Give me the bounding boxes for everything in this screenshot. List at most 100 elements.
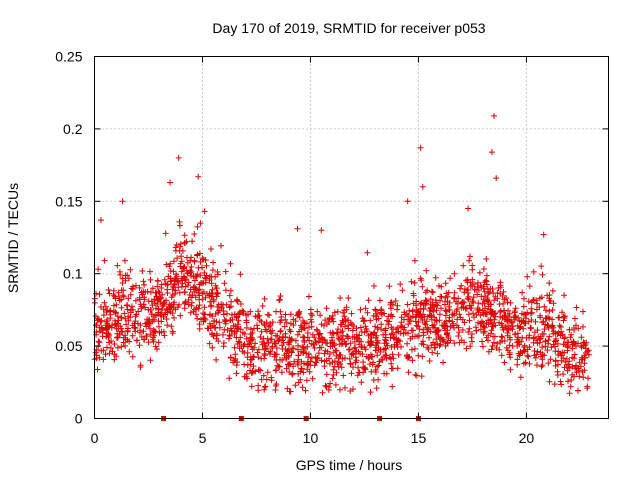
data-point — [488, 301, 495, 308]
data-point — [167, 179, 174, 186]
data-point — [255, 346, 262, 353]
data-point — [115, 289, 122, 296]
data-point — [113, 334, 120, 341]
data-point — [506, 310, 513, 317]
data-point — [433, 318, 440, 324]
data-point — [585, 351, 592, 358]
data-point — [431, 344, 438, 351]
data-point — [514, 336, 521, 343]
data-point — [304, 358, 311, 365]
data-point — [411, 257, 418, 264]
data-point — [277, 327, 284, 334]
data-point — [524, 352, 531, 359]
data-point — [569, 345, 576, 352]
data-point — [318, 357, 325, 364]
data-point — [127, 291, 134, 298]
data-point — [268, 377, 275, 384]
data-point — [209, 322, 216, 329]
data-point — [181, 289, 188, 296]
data-point — [199, 255, 206, 262]
data-point — [208, 280, 215, 287]
data-point — [143, 333, 150, 340]
data-point — [508, 319, 515, 326]
data-point — [561, 349, 568, 356]
data-point — [104, 344, 110, 351]
data-point — [136, 342, 143, 349]
data-point — [534, 327, 541, 334]
data-point — [567, 334, 574, 341]
data-point — [388, 330, 395, 337]
data-point — [194, 315, 201, 322]
data-point — [158, 318, 165, 325]
data-point — [388, 365, 395, 372]
data-point — [500, 307, 507, 314]
data-point — [419, 353, 426, 360]
data-point — [166, 306, 173, 313]
y-axis-label: SRMTID / TECUs — [5, 183, 21, 293]
data-point — [446, 303, 452, 310]
data-point — [139, 268, 146, 274]
data-point — [444, 298, 451, 305]
data-point — [372, 307, 379, 314]
data-point — [463, 345, 470, 352]
data-point — [195, 287, 202, 294]
data-point — [545, 337, 552, 343]
data-point — [350, 351, 357, 358]
data-point — [346, 346, 353, 353]
data-point — [96, 324, 103, 331]
data-point — [391, 343, 398, 350]
data-point — [538, 263, 545, 270]
axis-ticks — [94, 56, 609, 419]
data-point — [200, 256, 207, 263]
data-point — [358, 379, 365, 386]
data-point — [488, 149, 495, 156]
data-point — [248, 383, 255, 390]
data-point — [434, 329, 441, 335]
data-point — [210, 296, 217, 303]
data-point — [442, 312, 449, 319]
data-point — [538, 363, 545, 370]
data-point — [546, 280, 553, 287]
data-point — [215, 338, 222, 345]
data-point — [188, 299, 195, 306]
data-point — [316, 335, 323, 342]
data-point — [404, 301, 411, 308]
data-point — [313, 326, 320, 333]
data-point — [555, 361, 561, 368]
data-point — [209, 344, 216, 351]
data-point — [409, 346, 415, 353]
data-point — [534, 348, 541, 355]
data-point — [584, 348, 591, 355]
data-point — [383, 355, 390, 362]
data-point — [419, 183, 426, 190]
data-point — [476, 269, 483, 276]
data-point — [234, 341, 241, 347]
data-point — [556, 314, 563, 321]
data-point — [398, 319, 405, 326]
data-point — [501, 296, 508, 303]
data-point — [382, 327, 388, 334]
data-point — [361, 344, 368, 351]
data-point — [509, 326, 516, 333]
data-point — [465, 329, 472, 335]
data-point — [243, 317, 250, 324]
data-point — [102, 303, 109, 310]
data-point — [261, 320, 268, 327]
data-point — [370, 330, 377, 337]
data-point — [471, 286, 478, 293]
data-point — [277, 356, 283, 363]
data-point — [350, 323, 357, 330]
data-point — [163, 316, 170, 322]
data-point — [213, 285, 220, 292]
data-point — [425, 346, 432, 352]
data-point — [113, 301, 120, 308]
data-point — [315, 350, 322, 357]
data-point — [119, 328, 126, 335]
data-point — [381, 340, 388, 347]
data-point — [92, 349, 99, 356]
data-point — [133, 311, 140, 318]
data-point — [295, 342, 301, 349]
data-point — [286, 341, 293, 348]
data-point — [539, 344, 546, 351]
data-point — [580, 308, 586, 315]
